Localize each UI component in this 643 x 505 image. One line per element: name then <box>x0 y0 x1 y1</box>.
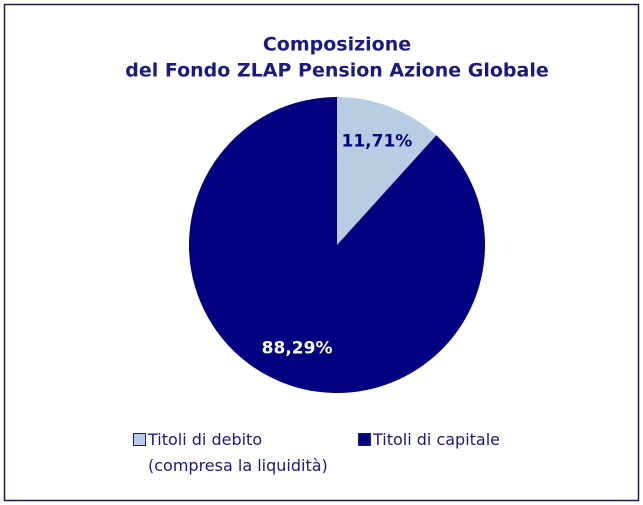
data-label: 88,29% <box>262 339 333 359</box>
pie-slice <box>188 97 486 393</box>
legend-swatch <box>358 433 371 446</box>
chart-title: del Fondo ZLAP Pension Azione Globale <box>125 60 549 82</box>
legend-label: Titoli di capitale <box>373 430 501 449</box>
pie-slice <box>337 97 437 245</box>
data-label: 11,71% <box>342 131 413 151</box>
legend-swatch <box>133 433 146 446</box>
chart-title: Composizione <box>263 34 411 56</box>
legend-label: Titoli di debito (compresa la liquidità) <box>148 430 328 475</box>
